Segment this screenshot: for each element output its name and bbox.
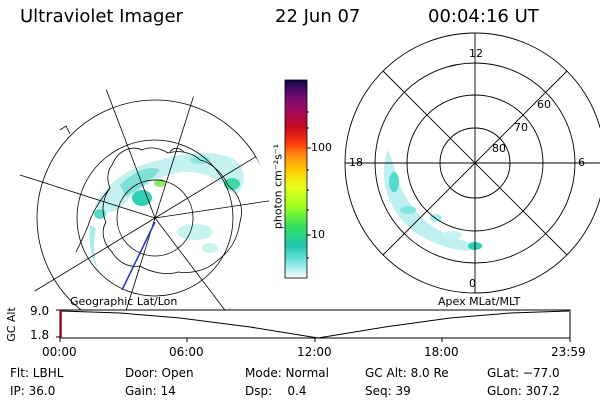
glat-info: GLat: −77.0	[487, 366, 560, 380]
colorbar-unit-label: photon cm⁻²s⁻¹	[271, 143, 285, 230]
ytick-9: 9.0	[30, 304, 50, 318]
xtick-0600: 06:00	[169, 345, 204, 359]
xtick-2359: 23:59	[551, 345, 586, 359]
magnetic-polar-plot	[344, 32, 600, 294]
colorbar	[284, 79, 311, 279]
door-info: Door: Open	[125, 366, 194, 380]
mode-info: Mode: Normal	[245, 366, 329, 380]
xtick-1200: 12:00	[297, 345, 332, 359]
flt-info: Flt: LBHL	[10, 366, 64, 380]
terminator-line	[121, 221, 156, 291]
timeline-ylabel: GC Alt	[4, 307, 18, 342]
mlt-label-6: 6	[578, 156, 585, 169]
apex-caption: Apex MLat/MLT	[438, 295, 521, 308]
app-title: Ultraviolet Imager	[20, 6, 183, 27]
colorbar-tick-10: 10	[311, 228, 325, 241]
mlat-label-80: 80	[492, 142, 506, 155]
colorbar-tick-100: 100	[311, 141, 332, 154]
geographic-map	[19, 85, 270, 337]
gain-info: Gain: 14	[125, 384, 176, 398]
dsp-info: Dsp: 0.4	[245, 384, 307, 398]
aurora-emission-geo	[89, 152, 244, 275]
ip-info: IP: 36.0	[10, 384, 56, 398]
mlat-label-60: 60	[537, 98, 551, 111]
xtick-0000: 00:00	[42, 345, 77, 359]
aurora-emission-mag	[383, 150, 484, 251]
mlat-label-70: 70	[514, 121, 528, 134]
ytick-1-8: 1.8	[30, 328, 50, 342]
glon-info: GLon: 307.2	[487, 384, 560, 398]
mlt-label-18: 18	[349, 156, 363, 169]
seq-info: Seq: 39	[365, 384, 411, 398]
date-label: 22 Jun 07	[275, 6, 361, 27]
xtick-1800: 18:00	[424, 345, 459, 359]
gcalt-info: GC Alt: 8.0 Re	[365, 366, 449, 380]
geo-caption: Geographic Lat/Lon	[70, 295, 178, 308]
mlt-label-0: 0	[469, 277, 476, 290]
time-label: 00:04:16 UT	[428, 6, 539, 27]
altitude-timeline	[56, 309, 571, 342]
mlt-label-12: 12	[469, 47, 483, 60]
